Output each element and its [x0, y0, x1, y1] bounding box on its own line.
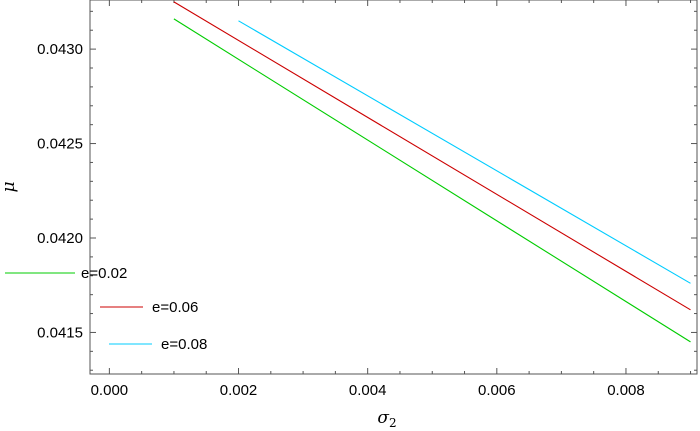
- x-tick-label: 0.000: [91, 382, 129, 399]
- y-tick-label: 0.0420: [37, 230, 83, 247]
- x-tick-label: 0.008: [607, 382, 645, 399]
- legend-label-1: e=0.02: [81, 265, 127, 282]
- x-tick-label: 0.004: [349, 382, 387, 399]
- axis-ticks: 0.000 0.002 0.004 0.006 0.008 0.0415 0.0420 0.0…: [37, 0, 697, 399]
- plot-frame: [89, 0, 698, 375]
- legend-label-2: e=0.06: [152, 299, 198, 316]
- legend-label-3: e=0.08: [161, 336, 207, 353]
- series-line-3: [238, 20, 691, 284]
- y-tick-label: 0.0430: [37, 41, 83, 58]
- y-tick-label: 0.0425: [37, 136, 83, 153]
- series-line-1: [173, 18, 691, 343]
- y-tick-label: 0.0415: [37, 324, 83, 341]
- x-tick-label: 0.002: [220, 382, 258, 399]
- x-axis-title: σ2: [377, 408, 396, 430]
- series-lines: [173, 1, 691, 343]
- y-axis-title: μ: [0, 181, 19, 192]
- series-line-2: [173, 1, 691, 311]
- legend: e=0.02 e=0.06 e=0.08: [5, 265, 207, 353]
- x-tick-label: 0.006: [478, 382, 516, 399]
